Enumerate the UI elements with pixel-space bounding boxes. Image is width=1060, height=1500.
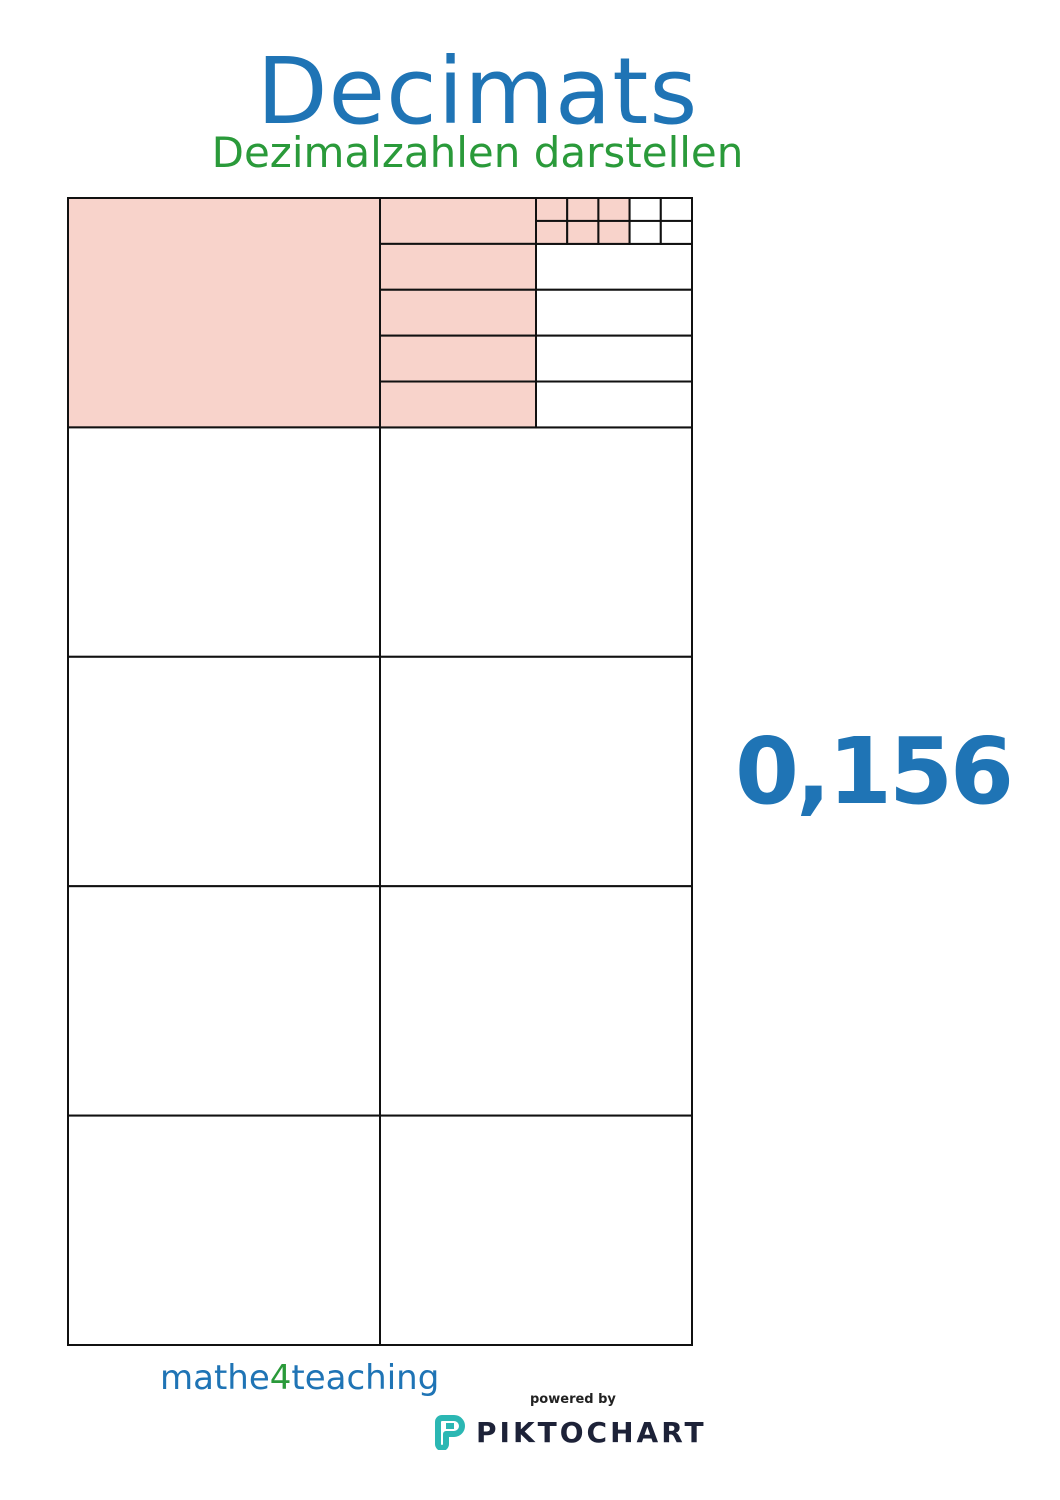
tenth-cell (379, 655, 693, 888)
page-subtitle: Dezimalzahlen darstellen (211, 128, 744, 177)
hundredth-cell (535, 288, 693, 337)
piktochart-wordmark: PIKTOCHART (476, 1415, 707, 1449)
decimat-outline (67, 197, 693, 1346)
tenth-cell (379, 885, 693, 1117)
hundredth-cell (379, 334, 537, 383)
tenth-cell (67, 197, 381, 429)
hundredth-cell (379, 380, 537, 429)
thousandth-cell (566, 197, 600, 222)
page-title: Decimats (256, 38, 699, 145)
brand-prefix: mathe (160, 1358, 270, 1398)
thousandth-cell (597, 197, 631, 222)
thousandth-cell (566, 219, 600, 245)
brand-four: 4 (269, 1358, 292, 1398)
powered-by-label: powered by (530, 1392, 616, 1407)
hundredth-cell (535, 242, 693, 291)
piktochart-logo[interactable]: PIKTOCHART (432, 1414, 707, 1450)
hundredth-cell (535, 380, 693, 429)
brand-suffix: teaching (291, 1358, 440, 1398)
thousandth-cell (597, 219, 631, 245)
tenth-cell (379, 426, 693, 658)
brand-mathe4teaching[interactable]: mathe4teaching (160, 1358, 439, 1398)
thousandth-cell (535, 219, 569, 245)
thousandth-cell (659, 219, 693, 245)
decimal-value: 0,156 (735, 718, 1014, 825)
tenth-cell (67, 885, 381, 1117)
tenth-cell (67, 1114, 381, 1346)
thousandth-cell (535, 197, 569, 222)
hundredth-cell (379, 288, 537, 337)
thousandth-cell (628, 219, 662, 245)
thousandth-cell (628, 197, 662, 222)
tenth-cell (67, 426, 381, 658)
tenth-cell (379, 1114, 693, 1346)
piktochart-logo-icon (435, 1415, 465, 1450)
hundredth-cell (535, 334, 693, 383)
hundredth-cell (379, 197, 537, 245)
thousandth-cell (659, 197, 693, 222)
hundredth-cell (379, 242, 537, 291)
tenth-cell (67, 655, 381, 888)
